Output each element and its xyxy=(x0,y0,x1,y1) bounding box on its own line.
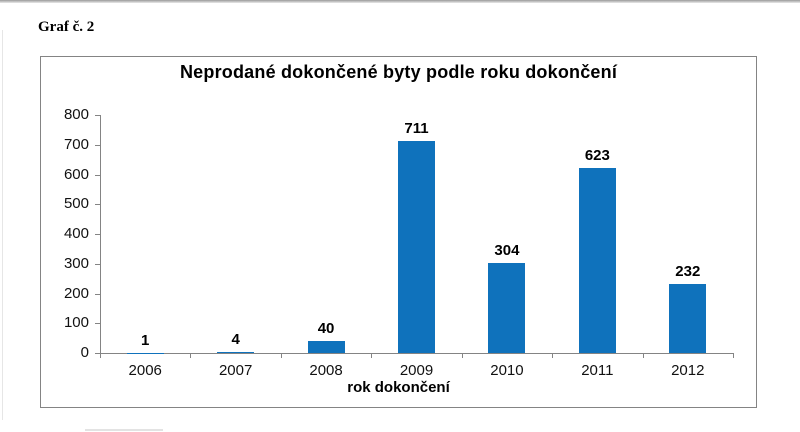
bar-2007 xyxy=(217,351,255,353)
bar-value-label-2009: 711 xyxy=(404,120,429,138)
plot-area: 0 100 200 300 400 500 600 700 800 1 2006 4 2007 40 200… xyxy=(41,57,756,407)
screenshot-bottom-edge-artifact xyxy=(85,429,163,431)
screenshot-left-edge-artifact xyxy=(2,30,3,420)
x-tick-label-2008: 2008 xyxy=(309,362,343,379)
bar-value-label-2008: 40 xyxy=(317,320,335,338)
figure-caption: Graf č. 2 xyxy=(38,19,95,35)
y-tick-label: 500 xyxy=(63,195,89,213)
bar-value-label-2006: 1 xyxy=(141,331,150,349)
bar-2010 xyxy=(488,262,526,353)
y-tick-mark xyxy=(95,204,100,206)
x-tick-mark xyxy=(733,353,734,358)
x-tick-label-2011: 2011 xyxy=(581,362,614,379)
y-axis-line xyxy=(100,115,101,354)
x-tick-mark xyxy=(371,353,373,358)
y-tick-mark xyxy=(95,293,100,295)
y-tick-label: 200 xyxy=(63,284,89,302)
x-tick-label-2009: 2009 xyxy=(399,362,434,379)
y-tick-mark xyxy=(95,234,100,235)
chart-frame: Neprodané dokončené byty podle roku doko… xyxy=(40,56,757,408)
x-axis-line xyxy=(100,353,733,354)
bar-value-label-2007: 4 xyxy=(231,330,240,348)
bar-value-label-2011: 623 xyxy=(584,146,610,164)
bar-2012 xyxy=(669,283,707,353)
y-tick-label: 800 xyxy=(63,106,89,123)
x-tick-label-2010: 2010 xyxy=(490,362,524,379)
y-tick-mark xyxy=(95,263,100,265)
bar-2009 xyxy=(398,141,435,353)
x-tick-mark xyxy=(552,353,554,358)
y-tick-label: 400 xyxy=(63,225,89,242)
x-tick-label-2012: 2012 xyxy=(671,362,705,379)
y-tick-label: 700 xyxy=(63,135,89,153)
x-tick-mark xyxy=(461,353,463,358)
y-tick-label: 0 xyxy=(80,344,89,361)
y-tick-mark xyxy=(95,353,100,354)
x-tick-mark xyxy=(190,353,192,358)
chart-title: Neprodané dokončené byty podle roku doko… xyxy=(179,62,618,82)
x-axis-title: rok dokončení xyxy=(347,379,450,396)
x-tick-mark xyxy=(642,353,644,358)
y-tick-mark xyxy=(95,144,100,146)
y-tick-label: 100 xyxy=(63,314,89,332)
y-tick-mark xyxy=(95,115,100,116)
x-tick-mark xyxy=(280,353,282,358)
x-tick-label-2006: 2006 xyxy=(128,362,162,379)
bar-2011 xyxy=(578,167,616,353)
bar-2008 xyxy=(307,341,345,353)
y-tick-label: 300 xyxy=(63,254,89,272)
y-tick-mark xyxy=(95,323,100,325)
screenshot-top-edge-artifact xyxy=(0,0,800,3)
y-tick-label: 600 xyxy=(63,165,89,183)
x-tick-mark xyxy=(100,353,101,358)
bar-value-label-2010: 304 xyxy=(494,241,520,259)
y-tick-mark xyxy=(95,174,100,176)
bar-value-label-2012: 232 xyxy=(675,262,701,280)
x-tick-label-2007: 2007 xyxy=(218,362,253,379)
